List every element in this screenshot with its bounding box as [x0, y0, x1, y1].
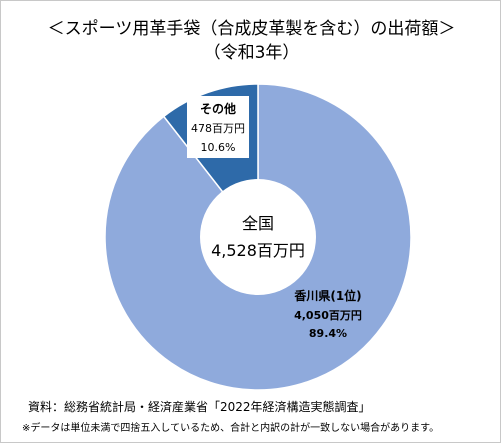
center-value: 4,528百万円 [211, 241, 305, 260]
other-label-box [187, 96, 249, 158]
source-text: 資料：総務省統計局・経済産業省「2022年経済構造実態調査」 [28, 400, 371, 414]
other-slice-name: その他 [200, 101, 236, 116]
center-label: 全国 [242, 214, 274, 233]
other-slice-percent: 10.6% [201, 141, 236, 154]
other-slice-value: 478百万円 [191, 122, 245, 135]
footnote-text: ※データは単位未満で四捨五入しているため、合計と内訳の計が一致しない場合がありま… [22, 423, 440, 434]
kagawa-slice-name: 香川県(1位) [293, 288, 361, 303]
kagawa-slice-value: 4,050百万円 [294, 309, 362, 322]
chart-subtitle: （令和3年） [203, 43, 300, 63]
kagawa-slice-percent: 89.4% [309, 327, 347, 340]
pie-center-hole [200, 179, 316, 295]
chart-title: ＜スポーツ用革手袋（合成皮革製を含む）の出荷額＞ [47, 19, 456, 39]
